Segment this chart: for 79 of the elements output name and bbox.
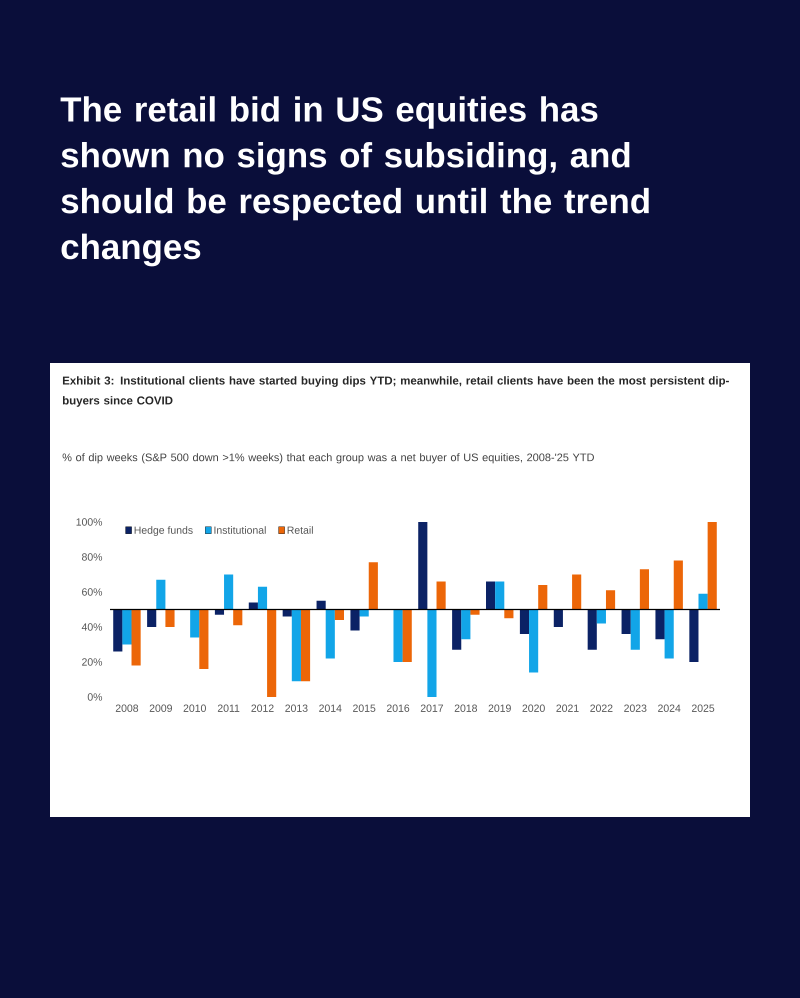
bar — [360, 609, 369, 616]
bar — [282, 609, 292, 616]
bar — [368, 562, 378, 610]
bar — [664, 609, 674, 658]
bar — [606, 590, 616, 610]
bar — [156, 580, 166, 610]
bar — [588, 609, 597, 650]
x-tick-label: 2020 — [522, 704, 545, 712]
bar — [427, 609, 437, 697]
x-tick-label: 2011 — [218, 704, 240, 712]
bar — [655, 609, 665, 640]
x-tick-label: 2012 — [251, 704, 274, 712]
y-tick-label: 0% — [88, 693, 102, 701]
bar — [495, 581, 504, 610]
bar — [132, 609, 141, 666]
bar — [122, 609, 132, 644]
bar — [622, 609, 631, 634]
bar — [147, 609, 156, 627]
bar — [316, 600, 326, 610]
bar — [418, 522, 428, 610]
chart-title: The retail bid in US equities has shown no signs of subsiding, and should be respected until the trend changes — [60, 96, 649, 266]
bar — [452, 609, 462, 650]
bar — [258, 586, 268, 610]
bar — [529, 609, 538, 672]
bar — [708, 522, 717, 610]
x-tick-label: 2009 — [150, 704, 172, 712]
bar — [504, 609, 514, 618]
bar — [554, 609, 563, 627]
x-tick-label: 2021 — [556, 704, 579, 712]
x-tick-label: 2019 — [488, 704, 511, 712]
bar — [190, 609, 200, 638]
bar — [640, 569, 650, 610]
bar — [689, 609, 698, 662]
x-tick-label: 2015 — [353, 704, 376, 712]
bar — [596, 609, 606, 624]
x-tick-label: 2025 — [692, 704, 714, 712]
bar — [334, 609, 344, 620]
legend-label: Institutional — [214, 526, 266, 534]
bar — [572, 574, 582, 610]
x-tick-label: 2016 — [386, 704, 410, 712]
x-tick-label: 2008 — [116, 704, 138, 712]
y-tick-label: 80% — [82, 553, 102, 561]
x-tick-label: 2017 — [420, 704, 444, 712]
bar — [461, 609, 470, 640]
bar — [326, 609, 335, 658]
x-tick-label: 2024 — [658, 704, 680, 712]
bar — [520, 609, 530, 634]
bar — [674, 560, 683, 610]
legend-label: Retail — [288, 526, 313, 534]
bar — [248, 602, 258, 610]
bar — [402, 609, 412, 662]
y-tick-label: 40% — [82, 623, 102, 631]
bar — [698, 594, 708, 610]
chart-subtitle: Exhibit 3: Institutional clients have started buying dips YTD; meanwhile, retail clients have been the most persistent dip-buyers since COVID — [62, 376, 729, 407]
bar — [436, 581, 446, 610]
x-tick-label: 2013 — [285, 704, 308, 712]
bar — [267, 609, 276, 697]
y-tick-label: 20% — [82, 658, 102, 666]
x-tick-label: 2018 — [454, 704, 478, 712]
x-tick-label: 2023 — [624, 704, 646, 712]
bar — [393, 609, 403, 662]
x-tick-label: 2022 — [590, 704, 612, 712]
bar — [300, 609, 310, 682]
legend-label: Hedge funds — [134, 526, 193, 536]
y-tick-label: 100% — [76, 518, 102, 526]
bar — [538, 584, 548, 610]
x-tick-label: 2010 — [184, 704, 206, 712]
bar — [486, 581, 496, 610]
bar — [224, 574, 234, 610]
bar — [113, 609, 122, 652]
bar — [199, 609, 208, 669]
y-tick-label: 60% — [82, 588, 102, 596]
x-tick-label: 2014 — [319, 704, 342, 712]
text: % of dip weeks (S&P 500 down >1% weeks) that each group was a net buyer of US equities, 2008-'25 YTD — [62, 453, 594, 464]
bar — [630, 609, 640, 650]
bar — [292, 609, 301, 682]
bar — [350, 609, 360, 630]
bar — [165, 609, 175, 627]
bar — [233, 609, 242, 626]
